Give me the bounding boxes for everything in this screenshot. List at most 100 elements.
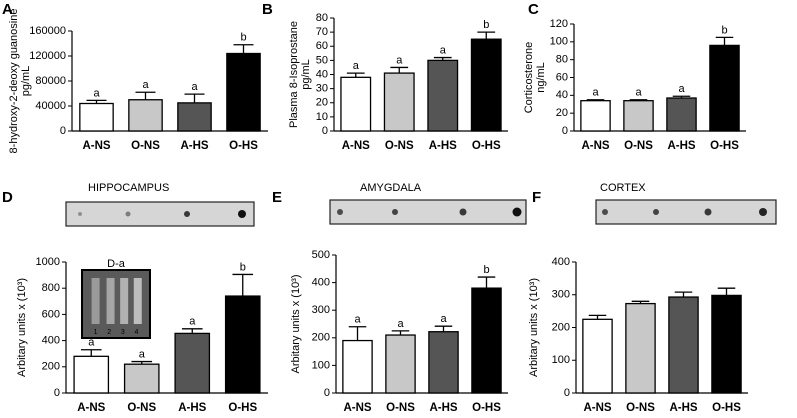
y-tick-label: 100 xyxy=(552,354,570,366)
x-tick-label: O-NS xyxy=(127,402,156,414)
x-tick-label: A-HS xyxy=(667,140,695,152)
x-tick-label: O-NS xyxy=(386,402,415,414)
y-tick-label: 0 xyxy=(324,387,330,399)
bar xyxy=(582,318,613,394)
bar xyxy=(385,334,416,394)
x-tick-label: A-NS xyxy=(343,402,371,414)
y-tick-label: 80 xyxy=(316,12,328,24)
y-tick-label: 0 xyxy=(322,125,328,137)
bar xyxy=(470,38,502,132)
y-tick-label: 40 xyxy=(316,68,328,80)
y-tick-label: 120000 xyxy=(29,50,66,62)
blot-strip xyxy=(329,199,527,225)
x-tick-label: A-HS xyxy=(429,140,457,152)
significance-letter: a xyxy=(88,337,95,349)
blot-dot xyxy=(337,209,343,215)
x-tick-label: A-NS xyxy=(583,402,611,414)
inset-label: D-a xyxy=(107,258,126,270)
x-tick-label: A-HS xyxy=(429,402,457,414)
y-tick-label: 60 xyxy=(556,71,568,83)
y-axis-label: Plasma 8-Isoprostane xyxy=(288,21,300,128)
y-axis-label: pg/mL xyxy=(300,59,312,90)
significance-letter: a xyxy=(397,318,404,330)
blot-dot xyxy=(602,209,608,215)
x-tick-label: A-NS xyxy=(82,140,110,152)
bar-panel: F CORTEX Arbitary units x (10³) 0 100 200 300 4… xyxy=(528,182,777,414)
significance-letter: a xyxy=(93,87,100,99)
bar xyxy=(128,99,163,132)
y-tick-label: 300 xyxy=(312,304,330,316)
bar xyxy=(623,100,654,132)
y-tick-label: 80000 xyxy=(35,75,66,87)
bar xyxy=(224,295,261,394)
blot-dot xyxy=(512,207,522,217)
inset-lane-label: 3 xyxy=(121,329,125,336)
x-tick-label: O-HS xyxy=(472,140,501,152)
blot-dot xyxy=(238,210,246,218)
bar xyxy=(428,331,459,394)
y-tick-label: 50 xyxy=(316,54,328,66)
blot-dot xyxy=(184,211,190,217)
inset-lane xyxy=(133,278,142,324)
panel-letter: B xyxy=(262,1,273,18)
y-tick-label: 500 xyxy=(312,249,330,261)
x-tick-label: A-NS xyxy=(77,402,105,414)
x-tick-label: O-HS xyxy=(712,402,741,414)
y-tick-label: 70 xyxy=(316,26,328,38)
bar-panel: B Plasma 8-Isoprostane pg/mL 0 10 20 30 40 50 60 7… xyxy=(262,1,508,152)
y-axis-label: Arbitary units x (10³) xyxy=(528,278,540,377)
bar xyxy=(709,44,740,132)
bar xyxy=(580,100,611,132)
y-tick-label: 40000 xyxy=(35,100,66,112)
significance-letter: a xyxy=(189,316,196,328)
significance-letter: a xyxy=(440,313,447,325)
y-axis-label: pg/mL xyxy=(20,66,32,97)
y-tick-label: 20 xyxy=(316,97,328,109)
y-tick-label: 0 xyxy=(564,387,570,399)
blot-title: CORTEX xyxy=(600,182,646,194)
panel-letter: A xyxy=(2,1,13,18)
panel-letter: D xyxy=(2,189,13,206)
bar xyxy=(666,97,697,132)
significance-letter: a xyxy=(396,54,403,66)
y-axis-label: Corticosterone xyxy=(523,42,535,114)
bar xyxy=(226,52,261,132)
y-tick-label: 60 xyxy=(316,40,328,52)
y-tick-label: 160000 xyxy=(29,25,66,37)
panel-letter: C xyxy=(528,1,539,18)
significance-letter: a xyxy=(592,87,599,99)
y-tick-label: 800 xyxy=(42,282,60,294)
y-tick-label: 600 xyxy=(42,308,60,320)
bar xyxy=(340,76,372,132)
significance-letter: b xyxy=(721,24,727,36)
significance-letter: a xyxy=(191,81,198,93)
y-tick-label: 80 xyxy=(556,54,568,66)
x-tick-label: A-NS xyxy=(342,140,370,152)
y-tick-label: 400 xyxy=(552,256,570,268)
panel-letter: E xyxy=(272,189,282,206)
x-tick-label: O-NS xyxy=(626,402,655,414)
y-tick-label: 0 xyxy=(60,125,66,137)
y-tick-label: 0 xyxy=(562,125,568,137)
y-tick-label: 10 xyxy=(316,111,328,123)
bar-panel: D HIPPOCAMPUS Arbitary units x (10³) 0 200 40… xyxy=(2,182,268,414)
y-tick-label: 40 xyxy=(556,89,568,101)
y-axis-label: ng/mL xyxy=(535,62,547,93)
x-tick-label: A-HS xyxy=(180,140,208,152)
bar xyxy=(625,302,656,394)
y-tick-label: 200 xyxy=(42,361,60,373)
bar xyxy=(711,294,742,394)
bar xyxy=(383,72,415,132)
blot-strip xyxy=(65,201,255,227)
y-tick-label: 120 xyxy=(550,18,568,30)
significance-letter: a xyxy=(139,348,146,360)
blot-dot xyxy=(653,209,659,215)
x-tick-label: O-NS xyxy=(624,140,653,152)
significance-letter: a xyxy=(678,83,685,95)
y-tick-label: 400 xyxy=(312,277,330,289)
x-tick-label: A-HS xyxy=(669,402,697,414)
inset-lane xyxy=(91,278,100,324)
bar xyxy=(427,59,459,132)
y-axis-label: Arbitary units x (10³) xyxy=(16,278,28,377)
